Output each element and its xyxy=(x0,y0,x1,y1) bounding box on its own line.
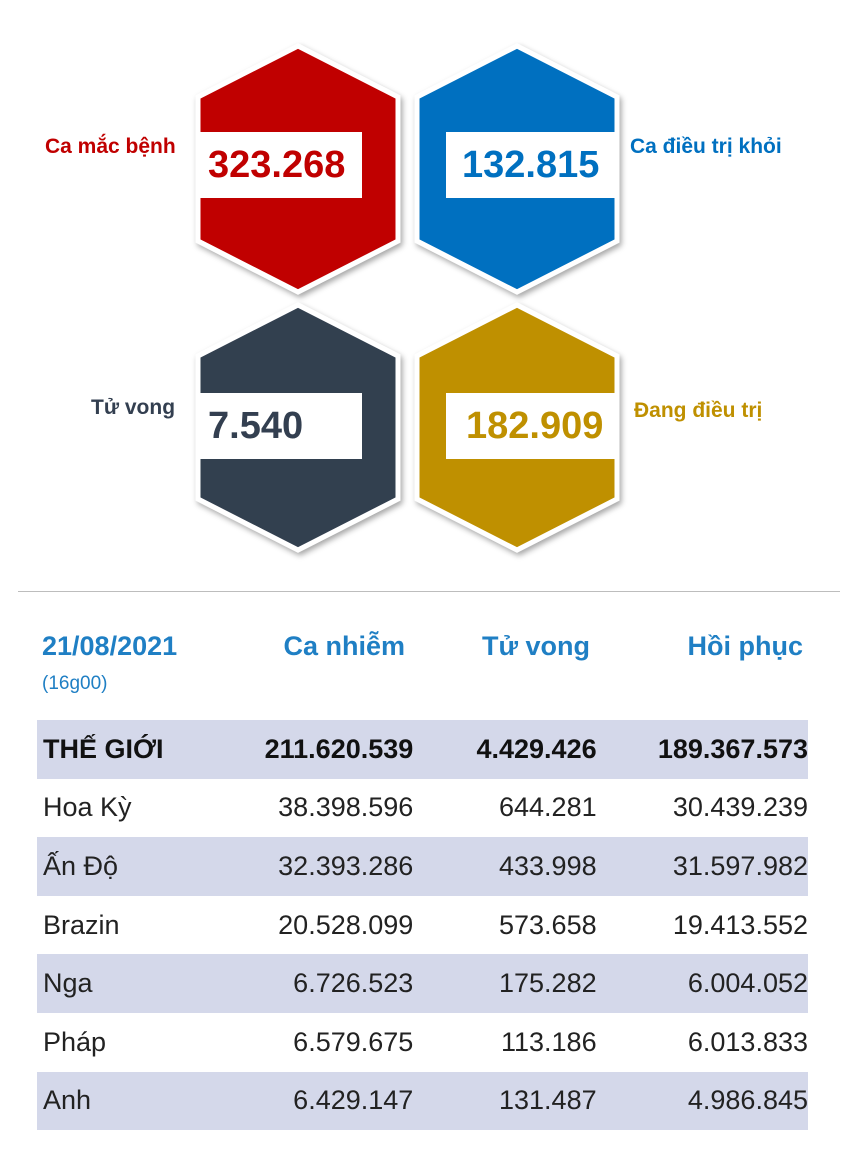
row-cases: 20.528.099 xyxy=(240,895,414,955)
row-recovered: 19.413.552 xyxy=(596,895,808,955)
treating-label: Đang điều trị xyxy=(634,399,763,422)
treating-value: 182.909 xyxy=(446,393,616,459)
header-deaths: Tử vong xyxy=(481,631,590,661)
row-recovered: 6.004.052 xyxy=(596,954,808,1013)
recovered-label: Ca điều trị khỏi xyxy=(630,135,782,158)
divider xyxy=(18,591,840,592)
row-cases: 211.620.539 xyxy=(240,720,414,779)
table-row: Anh 6.429.147 131.487 4.986.845 xyxy=(37,1071,808,1131)
row-deaths: 175.282 xyxy=(413,954,597,1013)
table-row: Brazin 20.528.099 573.658 19.413.552 xyxy=(37,895,808,955)
row-name: THẾ GIỚI xyxy=(37,720,241,779)
row-name: Nga xyxy=(37,954,241,1013)
row-deaths: 4.429.426 xyxy=(413,720,597,779)
header-cases: Ca nhiễm xyxy=(283,631,405,661)
row-cases: 38.398.596 xyxy=(240,778,414,838)
stats-panel: Ca mắc bệnh 323.268 Ca điều trị khỏi 132… xyxy=(0,0,844,580)
row-recovered: 189.367.573 xyxy=(596,720,808,779)
deaths-value: 7.540 xyxy=(196,393,362,459)
row-recovered: 6.013.833 xyxy=(596,1012,808,1072)
row-deaths: 113.186 xyxy=(413,1012,597,1072)
row-recovered: 31.597.982 xyxy=(596,837,808,896)
row-name: Anh xyxy=(37,1071,241,1131)
table-row-world: THẾ GIỚI 211.620.539 4.429.426 189.367.5… xyxy=(37,720,808,779)
table-date: 21/08/2021 xyxy=(42,631,178,661)
row-name: Ấn Độ xyxy=(37,837,241,896)
row-deaths: 433.998 xyxy=(413,837,597,896)
row-cases: 32.393.286 xyxy=(240,837,414,896)
header-recovered: Hồi phục xyxy=(687,631,804,661)
row-cases: 6.726.523 xyxy=(240,954,414,1013)
row-name: Brazin xyxy=(37,895,241,955)
row-cases: 6.579.675 xyxy=(240,1012,414,1072)
row-deaths: 644.281 xyxy=(413,778,597,838)
row-recovered: 30.439.239 xyxy=(596,778,808,838)
recovered-value: 132.815 xyxy=(446,132,616,198)
table-row: Pháp 6.579.675 113.186 6.013.833 xyxy=(37,1012,808,1072)
table-time: (16g00) xyxy=(42,673,108,694)
row-deaths: 573.658 xyxy=(413,895,597,955)
table-row: Hoa Kỳ 38.398.596 644.281 30.439.239 xyxy=(37,778,808,838)
row-name: Pháp xyxy=(37,1012,241,1072)
hexagon-group xyxy=(195,43,620,553)
table-row: Nga 6.726.523 175.282 6.004.052 xyxy=(37,954,808,1013)
deaths-label: Tử vong xyxy=(91,396,176,419)
row-cases: 6.429.147 xyxy=(240,1071,414,1131)
cases-value: 323.268 xyxy=(196,132,362,198)
table-header: 21/08/2021 (16g00) Ca nhiễm Tử vong Hồi … xyxy=(0,626,844,706)
row-deaths: 131.487 xyxy=(413,1071,597,1131)
stats-table: THẾ GIỚI 211.620.539 4.429.426 189.367.5… xyxy=(37,720,808,1131)
row-recovered: 4.986.845 xyxy=(596,1071,808,1131)
row-name: Hoa Kỳ xyxy=(37,778,241,838)
table-row: Ấn Độ 32.393.286 433.998 31.597.982 xyxy=(37,837,808,896)
cases-label: Ca mắc bệnh xyxy=(45,135,176,158)
